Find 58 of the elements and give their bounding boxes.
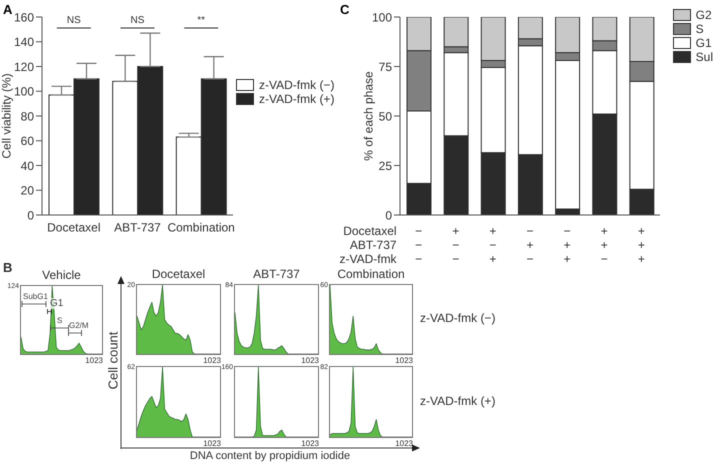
x-tick-label: − + + [564,224,571,266]
y-tick-label: 120 [14,60,34,74]
text: z-VAD-fmk (−) [420,311,496,325]
legend-label: z-VAD-fmk (−) [259,78,334,92]
y-tick-label: 20 [20,184,34,198]
y-tick-label: 50 [378,109,392,124]
annotation: S [57,316,62,325]
x-tick-label: + − + [489,224,496,266]
text: 1023 [203,439,221,448]
annotation: G1 [50,298,64,309]
text: 1023 [395,356,413,365]
text: B [3,260,12,275]
x-tick-label: + + − [600,224,608,266]
x-tick-label: ABT-737 [114,220,162,235]
y-tick-label: 25 [378,158,392,173]
x-tick-label: − + − [526,224,534,266]
text: z-VAD-fmk [339,252,398,266]
text: Cell count [106,330,120,392]
text: 1023 [203,356,221,365]
legend-label: G1 [696,36,712,50]
y-tick-label: 160 [14,10,34,24]
chart-title: Vehicle [42,268,81,282]
annotation: G2/M [69,321,89,330]
x-tick-label: + − − [452,224,460,266]
y-axis-title: % of each phase [361,70,376,161]
text: A [3,2,12,17]
y-axis-title: Cell viability (%) [0,73,14,159]
y-tick-label: 100 [372,10,392,24]
y-tick-label: 0 [27,208,34,222]
y-tick-label: 140 [14,35,34,50]
y-tick-label: 60 [20,134,34,148]
legend-label: G2 [696,8,712,22]
y-tick-label: 0 [385,208,392,222]
x-tick-label: − − − [415,224,422,266]
text: 1023 [301,439,319,448]
y-tick-label: 40 [20,158,34,173]
annotation: ** [197,15,206,26]
annotation: NS [130,15,145,26]
legend-label: Sul [696,50,713,64]
text: C [340,2,350,17]
text: 1023 [301,356,319,365]
x-tick-label: Docetaxel [47,220,101,235]
y-tick-label: 100 [14,84,34,99]
text: 1023 [395,439,413,448]
text: z-VAD-fmk (+) [420,394,496,408]
chart-title: ABT-737 [253,267,300,281]
y-tick-label: 80 [20,109,34,124]
y-tick-label: 75 [378,60,392,74]
x-tick-label: Combination [167,220,235,235]
legend-label: S [696,22,704,36]
annotation: SubG1 [23,292,48,301]
x-tick-label: + + + [638,224,645,266]
text: DNA content by propidium iodide [188,450,352,462]
annotation: NS [66,15,82,26]
chart-title: Docetaxel [150,267,206,281]
chart-title: Combination [336,267,406,281]
legend-label: z-VAD-fmk (+) [259,92,334,106]
text: 1023 [85,356,103,365]
